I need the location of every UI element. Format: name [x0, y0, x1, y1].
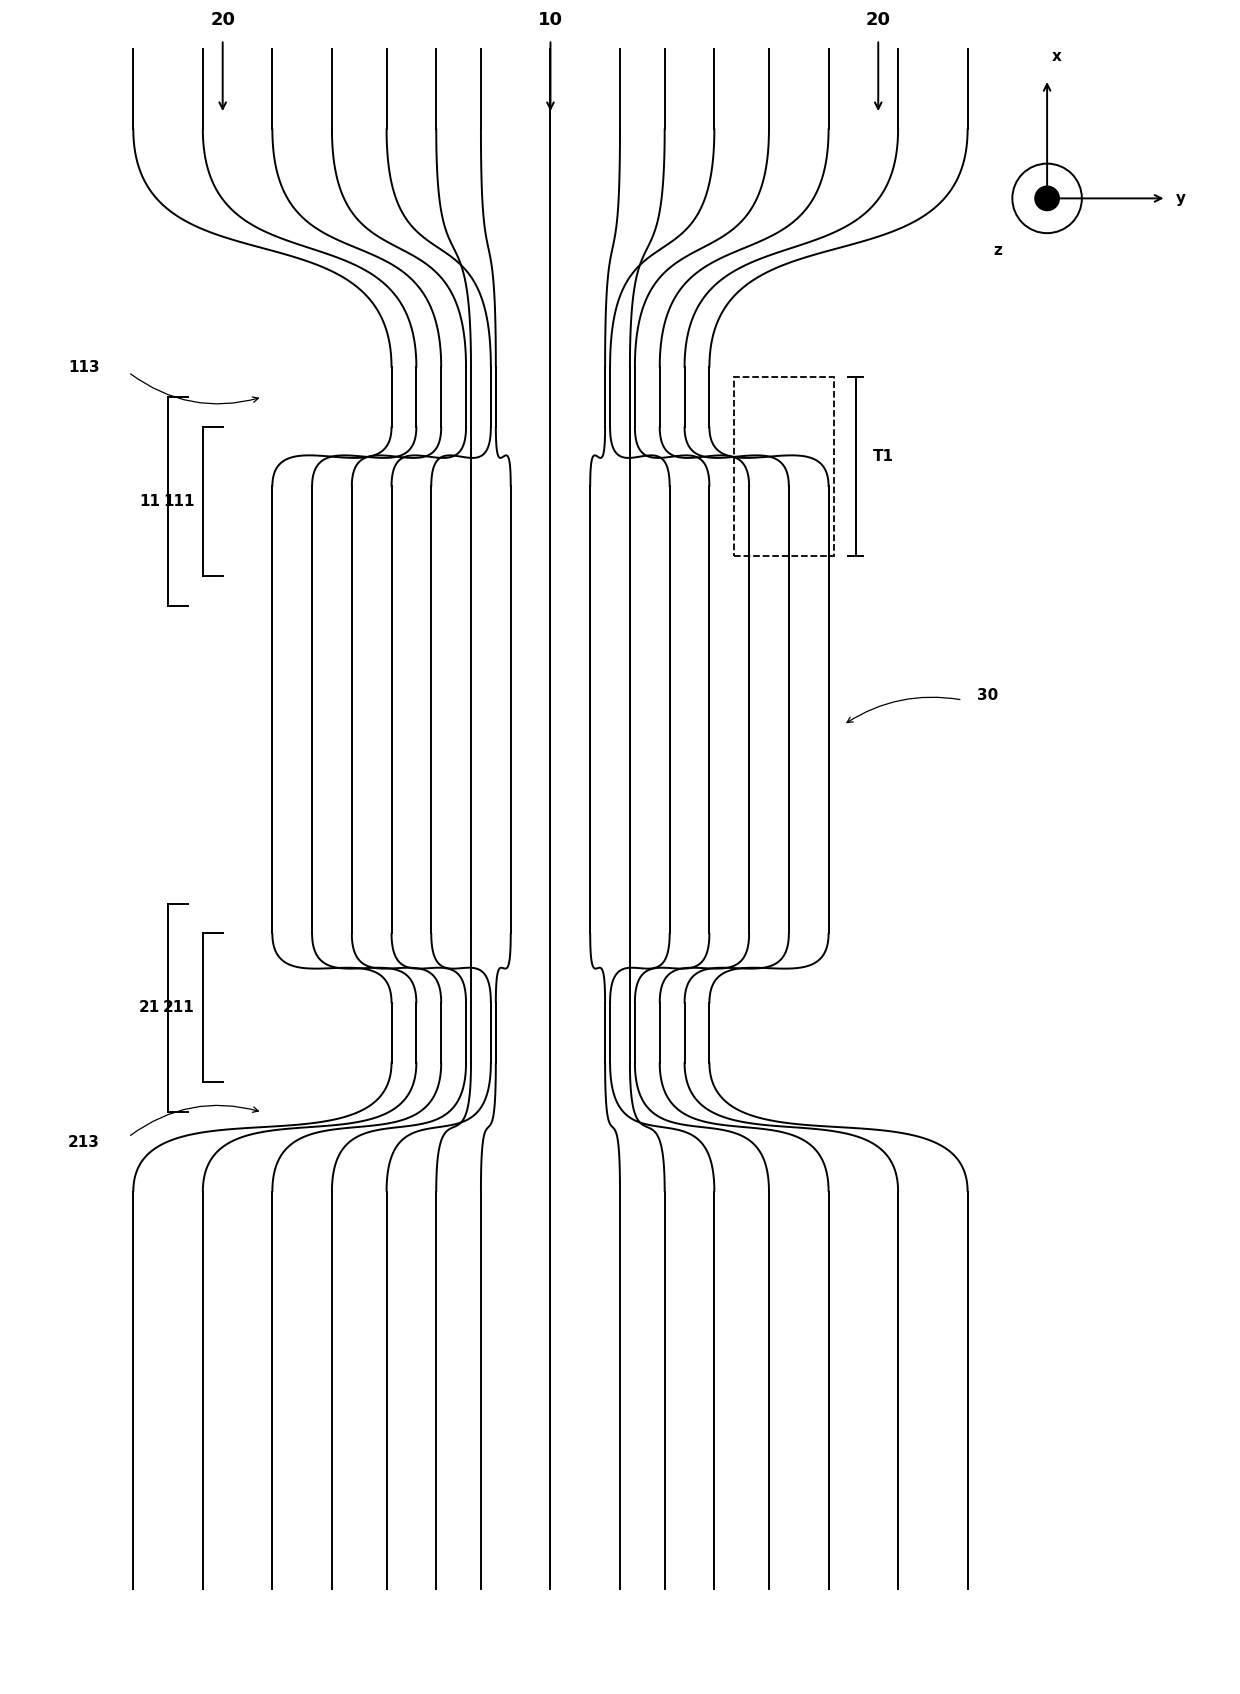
Text: z: z — [993, 242, 1002, 257]
Text: 213: 213 — [68, 1135, 99, 1150]
Text: 211: 211 — [164, 1001, 195, 1015]
Text: 111: 111 — [164, 495, 195, 508]
Text: 11: 11 — [139, 495, 160, 508]
Text: 10: 10 — [538, 10, 563, 29]
Text: 20: 20 — [211, 10, 236, 29]
Text: 30: 30 — [977, 688, 998, 703]
Circle shape — [1035, 186, 1059, 210]
Text: 20: 20 — [866, 10, 890, 29]
Bar — [734, 378, 833, 556]
Text: x: x — [1052, 49, 1061, 64]
Text: 113: 113 — [68, 359, 99, 374]
Text: T1: T1 — [873, 449, 894, 464]
Text: y: y — [1177, 191, 1187, 207]
Text: 21: 21 — [139, 1001, 160, 1015]
